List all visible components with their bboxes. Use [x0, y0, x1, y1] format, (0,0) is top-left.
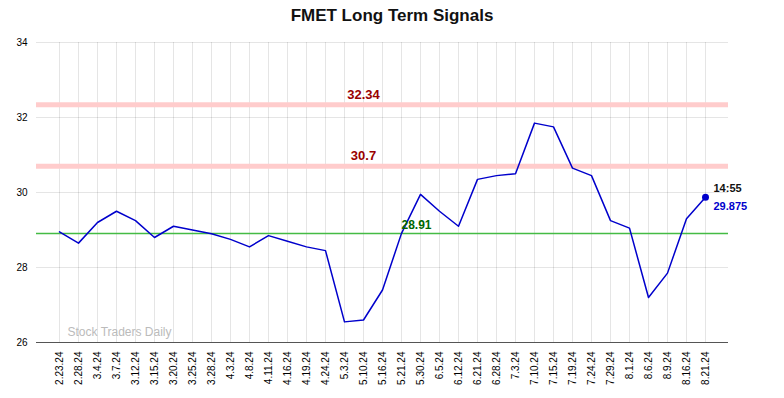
svg-text:6.5.24: 6.5.24 — [434, 351, 445, 379]
svg-text:3.4.24: 3.4.24 — [92, 351, 103, 379]
svg-text:4.16.24: 4.16.24 — [282, 351, 293, 385]
svg-text:26: 26 — [16, 337, 28, 348]
svg-text:32: 32 — [16, 112, 28, 123]
svg-text:28: 28 — [16, 262, 28, 273]
svg-text:6.12.24: 6.12.24 — [453, 351, 464, 385]
svg-text:5.30.24: 5.30.24 — [415, 351, 426, 385]
svg-text:3.7.24: 3.7.24 — [111, 351, 122, 379]
html-text:FMET Long Term Signals: FMET Long Term Signals — [290, 6, 494, 25]
svg-text:30.7: 30.7 — [351, 148, 376, 163]
svg-text:5.10.24: 5.10.24 — [358, 351, 369, 385]
svg-text:3.28.24: 3.28.24 — [206, 351, 217, 385]
svg-text:8.1.24: 8.1.24 — [624, 351, 635, 379]
svg-text:6.21.24: 6.21.24 — [472, 351, 483, 385]
svg-text:4.8.24: 4.8.24 — [244, 351, 255, 379]
svg-text:Stock Traders Daily: Stock Traders Daily — [68, 325, 172, 339]
svg-text:34: 34 — [16, 37, 28, 48]
svg-text:4.3.24: 4.3.24 — [225, 351, 236, 379]
svg-text:6.28.24: 6.28.24 — [491, 351, 502, 385]
svg-text:14:55: 14:55 — [714, 182, 742, 194]
svg-text:7.10.24: 7.10.24 — [529, 351, 540, 385]
svg-text:29.875: 29.875 — [714, 200, 748, 212]
svg-text:2.23.24: 2.23.24 — [54, 351, 65, 385]
svg-text:5.3.24: 5.3.24 — [339, 351, 350, 379]
svg-text:7.15.24: 7.15.24 — [548, 351, 559, 385]
svg-text:3.20.24: 3.20.24 — [168, 351, 179, 385]
svg-text:8.21.24: 8.21.24 — [700, 351, 711, 385]
svg-text:7.24.24: 7.24.24 — [586, 351, 597, 385]
svg-text:5.16.24: 5.16.24 — [377, 351, 388, 385]
svg-text:28.91: 28.91 — [402, 218, 432, 232]
svg-text:8.9.24: 8.9.24 — [662, 351, 673, 379]
svg-text:7.19.24: 7.19.24 — [567, 351, 578, 385]
svg-text:30: 30 — [16, 187, 28, 198]
svg-text:3.25.24: 3.25.24 — [187, 351, 198, 385]
svg-text:4.11.24: 4.11.24 — [263, 351, 274, 384]
svg-text:5.21.24: 5.21.24 — [396, 351, 407, 385]
svg-text:8.6.24: 8.6.24 — [643, 351, 654, 379]
svg-text:8.16.24: 8.16.24 — [681, 351, 692, 385]
svg-text:32.34: 32.34 — [347, 87, 380, 102]
svg-text:7.29.24: 7.29.24 — [605, 351, 616, 385]
svg-text:2.28.24: 2.28.24 — [73, 351, 84, 385]
svg-text:4.19.24: 4.19.24 — [301, 351, 312, 385]
svg-text:3.15.24: 3.15.24 — [149, 351, 160, 385]
svg-text:3.12.24: 3.12.24 — [130, 351, 141, 385]
svg-text:4.24.24: 4.24.24 — [320, 351, 331, 385]
svg-text:7.3.24: 7.3.24 — [510, 351, 521, 379]
